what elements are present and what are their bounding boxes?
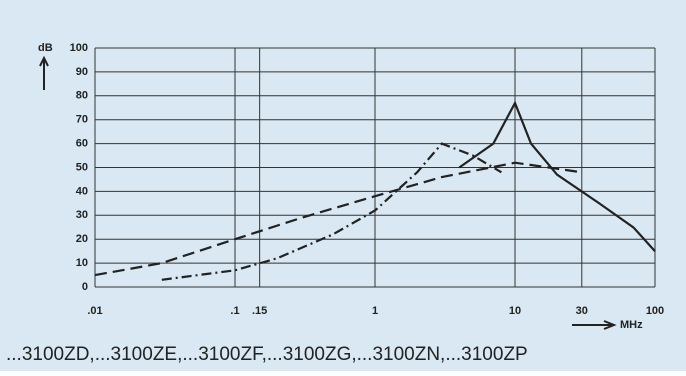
caption: ...3100ZD,...3100ZE,...3100ZF,...3100ZG,… [6,344,528,365]
y-axis-label: dB [38,42,53,54]
x-tick-label: .1 [230,305,239,317]
y-axis-arrow [39,55,49,90]
y-tick-label: 80 [76,90,88,102]
y-tick-label: 70 [76,114,88,126]
x-tick-label: .15 [252,305,267,317]
x-tick-label: 30 [576,305,588,317]
y-tick-label: 30 [76,209,88,221]
series-line [458,100,656,252]
y-tick-label: 40 [76,185,88,197]
x-axis-arrow [572,320,617,330]
x-tick-label: 100 [646,305,664,317]
y-tick-label: 10 [76,257,88,269]
y-tick-label: 0 [82,281,88,293]
y-tick-label: 50 [76,161,88,173]
y-tick-label: 20 [76,233,88,245]
x-tick-label: 10 [509,305,521,317]
y-tick-label: 100 [70,42,88,54]
y-tick-label: 60 [76,138,88,150]
x-tick-label: .01 [87,305,102,317]
series-line [94,161,582,277]
x-tick-label: 1 [372,305,378,317]
x-axis-label: MHz [620,319,643,331]
series-line [161,142,502,281]
y-tick-label: 90 [76,66,88,78]
